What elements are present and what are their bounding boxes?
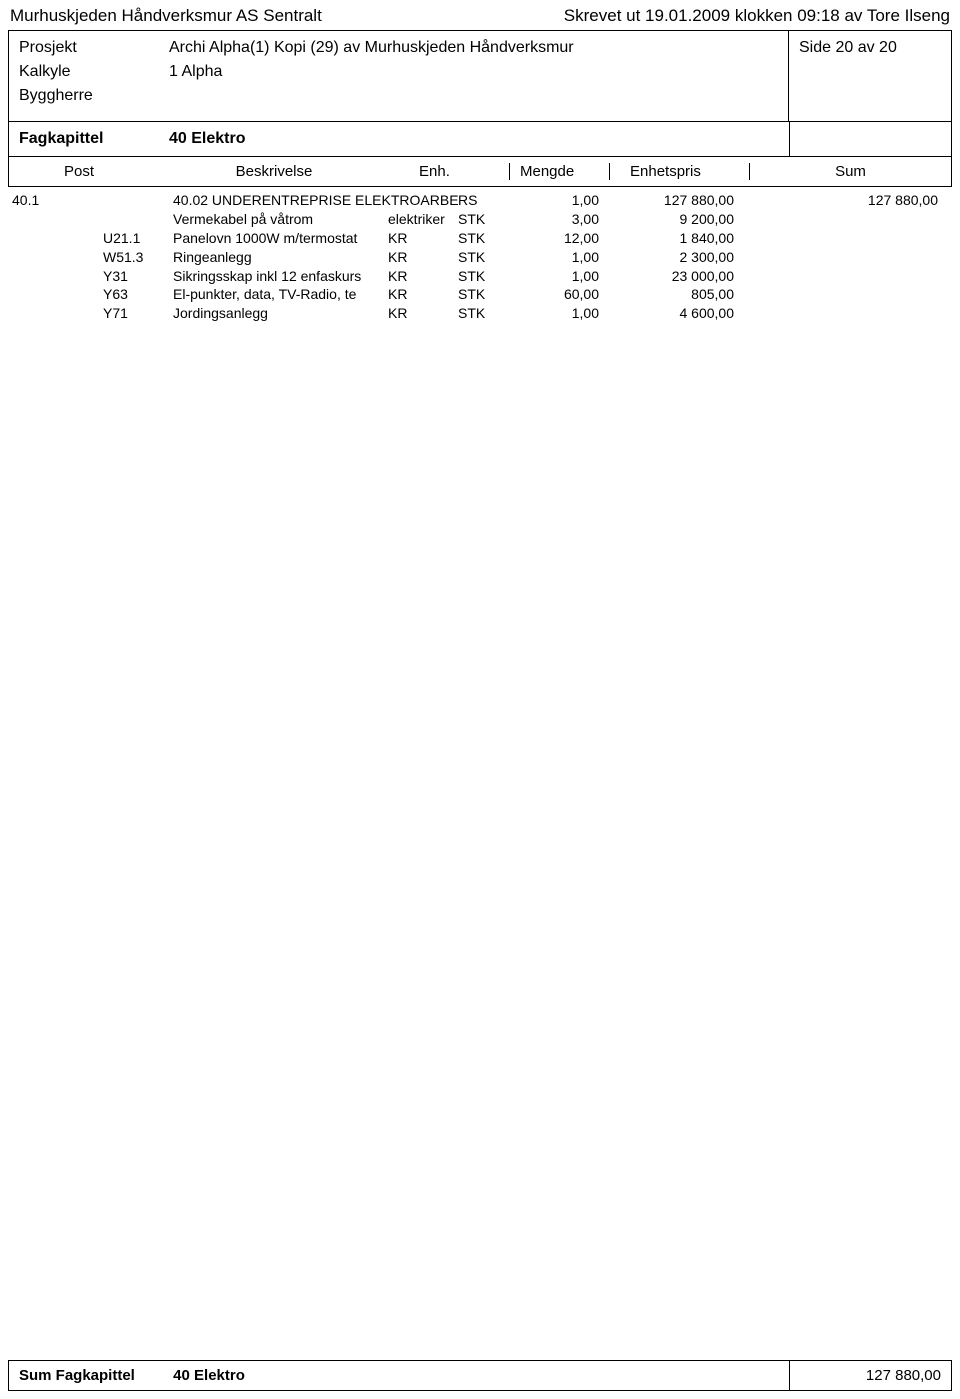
table-row: 40.1 40.02 UNDERENTREPRISE ELEKTROARBEID… (8, 191, 952, 210)
cell-mengde: 3,00 (533, 210, 603, 229)
cell-mengde: 1,00 (533, 304, 603, 323)
cell-enh: STK (458, 267, 533, 286)
cell-post (8, 248, 103, 267)
cell-code (103, 191, 173, 210)
cell-enh: RS (458, 191, 533, 210)
cell-post (8, 229, 103, 248)
cell-pris: 4 600,00 (603, 304, 738, 323)
cell-enh: STK (458, 248, 533, 267)
cell-mengde: 1,00 (533, 191, 603, 210)
cell-mengde: 1,00 (533, 267, 603, 286)
cell-desc: Jordingsanlegg (173, 304, 388, 323)
cell-post (8, 267, 103, 286)
cell-post (8, 210, 103, 229)
cell-code: Y71 (103, 304, 173, 323)
cell-sum: 127 880,00 (738, 191, 952, 210)
footer-value: 40 Elektro (173, 1367, 245, 1384)
col-beskrivelse: Beskrivelse (129, 163, 419, 180)
cell-code: U21.1 (103, 229, 173, 248)
column-headers: Post Beskrivelse Enh. Mengde Enhetspris … (9, 157, 951, 186)
footer-label: Sum Fagkapittel (19, 1367, 169, 1384)
company-name: Murhuskjeden Håndverksmur AS Sentralt (10, 6, 322, 26)
kalkyle-label: Kalkyle (19, 63, 169, 81)
cell-enh: STK (458, 304, 533, 323)
side-info: Side 20 av 20 (799, 39, 897, 57)
cell-desc: Panelovn 1000W m/termostat (173, 229, 388, 248)
cell-kr: elektriker (388, 210, 458, 229)
prosjekt-label: Prosjekt (19, 39, 169, 57)
cell-mengde: 12,00 (533, 229, 603, 248)
cell-kr: KR (388, 285, 458, 304)
col-enhetspris: Enhetspris (609, 163, 749, 180)
cell-code (103, 210, 173, 229)
footer-sum: 127 880,00 (789, 1361, 951, 1390)
cell-code: Y63 (103, 285, 173, 304)
table-row: Y71JordingsanleggKRSTK1,004 600,00 (8, 304, 952, 323)
cell-desc: El-punkter, data, TV-Radio, te (173, 285, 388, 304)
cell-desc: Sikringsskap inkl 12 enfaskurs (173, 267, 388, 286)
cell-enh: STK (458, 210, 533, 229)
prosjekt-value: Archi Alpha(1) Kopi (29) av Murhuskjeden… (169, 39, 574, 57)
byggherre-label: Byggherre (19, 87, 169, 105)
kalkyle-value: 1 Alpha (169, 63, 222, 81)
cell-sum (738, 304, 952, 323)
cell-enh: STK (458, 229, 533, 248)
cell-sum (738, 285, 952, 304)
cell-mengde: 1,00 (533, 248, 603, 267)
cell-kr: KR (388, 229, 458, 248)
table-row: Vermekabel på våtromelektrikerSTK3,009 2… (8, 210, 952, 229)
cell-enh: STK (458, 285, 533, 304)
col-sum: Sum (749, 163, 951, 180)
cell-mengde: 60,00 (533, 285, 603, 304)
cell-pris: 127 880,00 (603, 191, 738, 210)
cell-pris: 9 200,00 (603, 210, 738, 229)
page-header: Murhuskjeden Håndverksmur AS Sentralt Sk… (0, 0, 960, 30)
cell-kr: KR (388, 248, 458, 267)
cell-post (8, 304, 103, 323)
cell-pris: 1 840,00 (603, 229, 738, 248)
cell-desc: Ringeanlegg (173, 248, 388, 267)
cell-post (8, 285, 103, 304)
cell-code: Y31 (103, 267, 173, 286)
footer-box: Sum Fagkapittel 40 Elektro 127 880,00 (8, 1360, 952, 1391)
cell-pris: 23 000,00 (603, 267, 738, 286)
fagkapittel-value: 40 Elektro (169, 130, 245, 148)
table-row: Y31Sikringsskap inkl 12 enfaskursKRSTK1,… (8, 267, 952, 286)
col-mengde: Mengde (509, 163, 609, 180)
info-box: Prosjekt Archi Alpha(1) Kopi (29) av Mur… (8, 30, 952, 187)
cell-kr: KR (388, 267, 458, 286)
cell-post: 40.1 (8, 191, 103, 210)
cell-sum (738, 248, 952, 267)
col-enh: Enh. (419, 163, 509, 180)
cell-code: W51.3 (103, 248, 173, 267)
col-post: Post (9, 163, 129, 180)
cell-pris: 805,00 (603, 285, 738, 304)
cell-sum (738, 267, 952, 286)
fagkapittel-label: Fagkapittel (19, 130, 169, 148)
table-row: U21.1Panelovn 1000W m/termostatKRSTK12,0… (8, 229, 952, 248)
cell-desc: Vermekabel på våtrom (173, 210, 388, 229)
cell-kr: KR (388, 304, 458, 323)
table-row: Y63El-punkter, data, TV-Radio, teKRSTK60… (8, 285, 952, 304)
cell-pris: 2 300,00 (603, 248, 738, 267)
data-table: 40.1 40.02 UNDERENTREPRISE ELEKTROARBEID… (8, 191, 952, 323)
cell-sum (738, 229, 952, 248)
cell-desc: 40.02 UNDERENTREPRISE ELEKTROARBEIDER (173, 191, 458, 210)
table-row: W51.3RingeanleggKRSTK1,002 300,00 (8, 248, 952, 267)
cell-sum (738, 210, 952, 229)
print-info: Skrevet ut 19.01.2009 klokken 09:18 av T… (564, 6, 950, 26)
